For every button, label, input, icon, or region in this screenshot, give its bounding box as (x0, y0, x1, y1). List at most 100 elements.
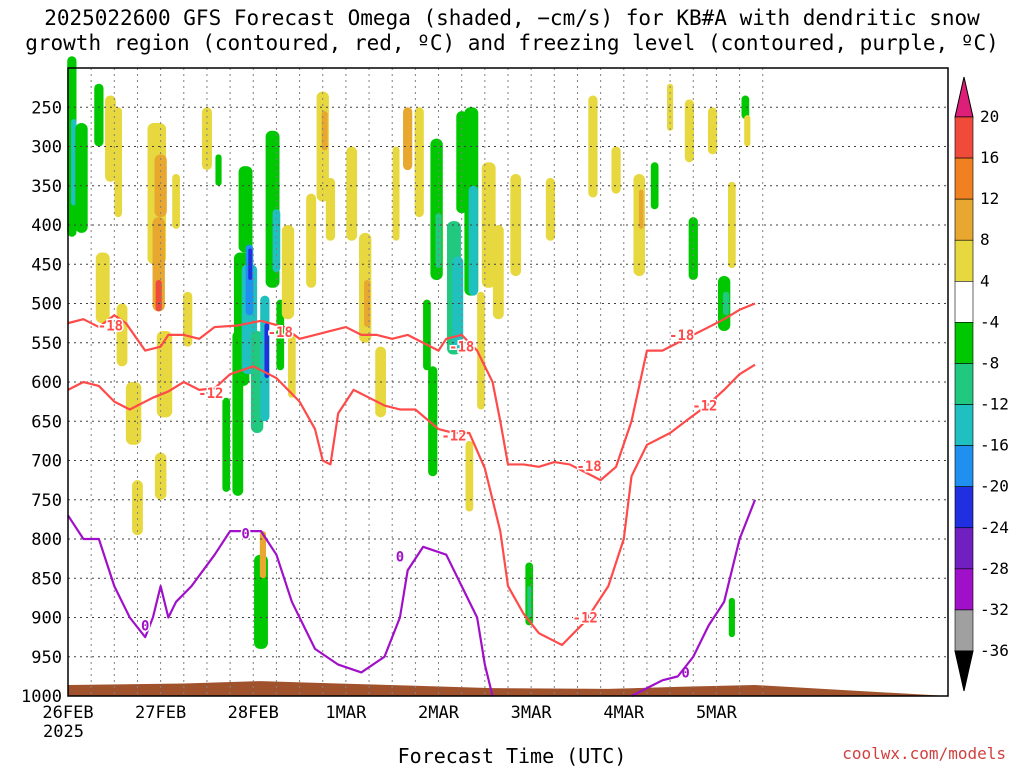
colorbar-swatch (954, 363, 974, 405)
plot-frame (67, 67, 949, 697)
colorbar-swatch (954, 157, 974, 200)
contour-label: -18 (669, 328, 694, 344)
colorbar-swatch (954, 281, 974, 323)
omega-cell (428, 366, 438, 477)
omega-cell (728, 181, 736, 269)
omega-cell (105, 95, 116, 182)
omega-cell (254, 554, 268, 649)
omega-cell (201, 107, 212, 171)
colorbar: 20 16 12 8 4 -4 -8 -12 -16 -20 -24 -28 -32 -36 (954, 76, 1009, 692)
colorbar-swatch (954, 404, 974, 446)
omega-cell (650, 162, 659, 210)
omega-cell (452, 256, 464, 351)
x-tick-label: 26FEB (42, 703, 93, 723)
omega-cell (94, 83, 104, 147)
chart-title: 2025022600 GFS Forecast Omega (shaded, −… (0, 6, 1024, 56)
omega-cell (465, 440, 474, 512)
omega-cell (276, 299, 285, 371)
colorbar-level-label: -36 (980, 641, 1009, 660)
y-tick-label: 600 (31, 373, 62, 393)
contour-label: -12 (692, 399, 717, 415)
chart-title-line1: 2025022600 GFS Forecast Omega (shaded, −… (44, 6, 980, 30)
y-tick-label: 650 (31, 412, 62, 432)
omega-cell (684, 99, 695, 163)
contour-label: -12 (198, 386, 223, 402)
contour-label: -18 (449, 340, 474, 356)
x-tick-label: 28FEB (228, 703, 279, 723)
contour-label: 0 (681, 665, 689, 681)
y-tick-label: 350 (31, 177, 62, 197)
y-tick-label: 950 (31, 648, 62, 668)
omega-cell (306, 193, 317, 288)
contour-label: 0 (241, 527, 249, 543)
terrain-fill (68, 681, 948, 696)
omega-cell (527, 586, 532, 618)
colorbar-swatch (954, 322, 974, 364)
omega-cell (477, 291, 485, 410)
omega-cell (264, 323, 270, 379)
x-tick-label: 3MAR (511, 703, 553, 723)
omega-cell (722, 291, 730, 316)
x-tick-label: 1MAR (325, 703, 367, 723)
colorbar-level-label: -16 (980, 436, 1009, 455)
omega-cell (222, 397, 231, 492)
colorbar-level-label: -12 (980, 395, 1009, 414)
contour-label: -18 (576, 459, 601, 475)
omega-cell (423, 299, 431, 371)
omega-cell (259, 531, 266, 579)
contour-label: 0 (141, 618, 149, 634)
omega-cell (281, 225, 295, 320)
omega-cell (728, 597, 735, 638)
colorbar-swatch (954, 527, 974, 570)
colorbar-level-label: 4 (980, 271, 990, 290)
omega-cell (492, 225, 504, 320)
omega-cell (114, 107, 123, 218)
omega-cell (707, 107, 718, 155)
colorbar-swatch (954, 116, 974, 159)
colorbar-level-label: -20 (980, 477, 1009, 496)
omega-cell (435, 213, 442, 269)
x-tick-label: 2MAR (418, 703, 460, 723)
omega-cell (414, 107, 424, 218)
omega-cell (183, 291, 193, 347)
contour-line (67, 363, 756, 647)
omega-cell (125, 382, 142, 445)
contour-label: -18 (98, 318, 123, 334)
colorbar-level-label: 20 (980, 107, 999, 126)
omega-cell (238, 166, 253, 253)
y-tick-label: 500 (31, 295, 62, 315)
y-tick-label: 300 (31, 138, 62, 158)
contour-label: 0 (396, 549, 404, 565)
omega-cell (248, 248, 253, 280)
x-tick-label: 4MAR (603, 703, 645, 723)
x-tick-label: 27FEB (135, 703, 186, 723)
omega-cell (744, 115, 751, 147)
y-tick-label: 850 (31, 569, 62, 589)
omega-cell (346, 146, 358, 241)
omega-cell (741, 95, 750, 120)
y-tick-label: 750 (31, 491, 62, 511)
chart-title-line2: growth region (contoured, red, ºC) and f… (25, 31, 999, 55)
omega-cell (403, 107, 413, 171)
colorbar-swatch (954, 198, 974, 241)
omega-cell (95, 252, 110, 324)
colorbar-swatch (954, 568, 974, 611)
omega-cell (588, 95, 598, 198)
omega-cell (288, 334, 296, 398)
y-tick-label: 1000 (21, 687, 62, 707)
credit-link[interactable]: coolwx.com/models (842, 744, 1006, 763)
x-axis-label: Forecast Time (UTC) (397, 744, 627, 768)
plot-area: -18 -18 -18 -18 -18 -12 -12 -12 -12 0 0 0 0 250 300 350… (21, 56, 949, 723)
contour-label: -18 (268, 325, 293, 341)
colorbar-level-label: -8 (980, 353, 999, 372)
colorbar-swatch (954, 486, 974, 529)
omega-cell (116, 303, 128, 367)
y-tick-label: 900 (31, 609, 62, 629)
omega-cell (638, 189, 644, 229)
colorbar-swatch (954, 445, 974, 487)
x-tick-label: 5MAR (696, 703, 738, 723)
omega-cell (172, 173, 180, 229)
omega-cell (156, 330, 173, 418)
omega-cell (611, 146, 621, 194)
